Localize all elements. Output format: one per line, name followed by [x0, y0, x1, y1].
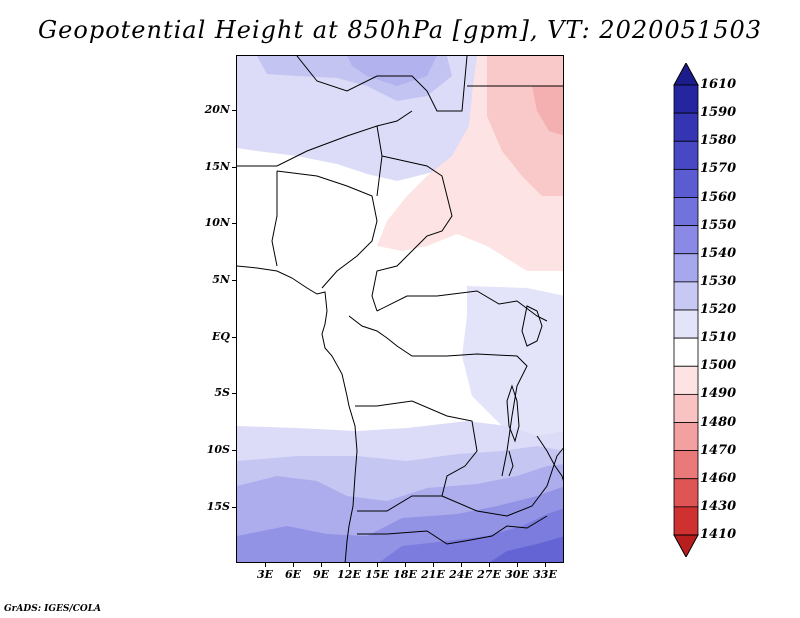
colorbar-label: 1480 [700, 414, 737, 430]
x-axis-label: 3E [256, 568, 274, 581]
y-axis-tick [232, 507, 236, 508]
software-credit: GrADS: IGES/COLA [4, 604, 102, 614]
x-axis-tick [349, 563, 350, 567]
coastlines-and-borders [237, 56, 563, 562]
colorbar-swatch [673, 225, 699, 255]
colorbar-label: 1500 [700, 358, 737, 374]
border-south [357, 515, 548, 545]
x-axis-tick [293, 563, 294, 567]
coastline-east [536, 435, 563, 482]
colorbar-swatch [673, 140, 699, 170]
y-axis-label: EQ [212, 330, 230, 343]
border-chad [371, 125, 453, 312]
border-zambia [441, 447, 563, 517]
y-axis-tick [232, 280, 236, 281]
colorbar-label: 1610 [700, 77, 737, 92]
border-north [296, 56, 468, 112]
border-nigeria [271, 170, 378, 289]
great-lakes-outline [506, 305, 543, 477]
x-axis-tick [489, 563, 490, 567]
y-axis-label: 15N [204, 160, 230, 173]
x-axis-tick [321, 563, 322, 567]
colorbar-label: 1410 [700, 527, 737, 542]
x-axis-label: 9E [312, 568, 330, 581]
x-axis-label: 30E [505, 568, 529, 581]
y-axis-label: 10S [206, 443, 230, 456]
y-axis-tick [232, 110, 236, 111]
border-drc [348, 315, 528, 477]
colorbar-swatches [673, 61, 699, 559]
y-axis-label: 10N [204, 216, 230, 229]
colorbar-swatch [673, 365, 699, 395]
colorbar-swatch [673, 478, 699, 508]
y-axis-label: 5S [214, 386, 230, 399]
x-axis-tick [461, 563, 462, 567]
x-axis-label: 15E [365, 568, 389, 581]
x-axis-label: 18E [393, 568, 417, 581]
border-car [376, 290, 548, 322]
colorbar-label: 1530 [700, 273, 737, 289]
colorbar-bottom-triangle [673, 534, 699, 559]
colorbar-label: 1560 [700, 189, 737, 205]
colorbar-swatch [673, 422, 699, 452]
map-plot-area [236, 55, 564, 563]
colorbar-swatch [673, 168, 699, 198]
x-axis-tick [433, 563, 434, 567]
y-axis-tick [232, 337, 236, 338]
map-canvas [237, 56, 563, 562]
colorbar-swatch [673, 337, 699, 367]
colorbar-label: 1490 [700, 386, 737, 402]
colorbar-label: 1540 [700, 245, 737, 261]
colorbar-top-triangle [673, 61, 699, 86]
x-axis-label: 12E [337, 568, 361, 581]
x-axis-label: 6E [284, 568, 302, 581]
colorbar-swatch [673, 309, 699, 339]
x-axis-tick [377, 563, 378, 567]
y-axis-tick [232, 167, 236, 168]
colorbar-swatch [673, 197, 699, 227]
colorbar-label: 1460 [700, 470, 737, 486]
y-axis-label: 15S [206, 500, 230, 513]
y-axis-tick [232, 223, 236, 224]
contour-fill-northeast-1480 [532, 86, 563, 136]
x-axis-tick [405, 563, 406, 567]
colorbar-label: 1430 [700, 498, 737, 514]
border-sahel [237, 110, 413, 167]
coastline-west-africa [237, 265, 358, 562]
colorbar-label: 1570 [700, 161, 737, 177]
colorbar-swatch [673, 281, 699, 311]
colorbar-swatch [673, 506, 699, 536]
chart-title: Geopotential Height at 850hPa [gpm], VT:… [38, 16, 762, 44]
colorbar-label: 1550 [700, 217, 737, 233]
contour-fill-east-1520 [462, 286, 563, 436]
colorbar: 1610 1590 1580 1570 1560 1550 1540 1530 1520 1510… [672, 61, 772, 559]
x-axis-label: 27E [477, 568, 501, 581]
y-axis-tick [232, 393, 236, 394]
colorbar-swatch [673, 393, 699, 423]
colorbar-swatch [673, 450, 699, 480]
x-axis-label: 24E [449, 568, 473, 581]
y-axis-tick [232, 450, 236, 451]
x-axis-tick [517, 563, 518, 567]
colorbar-swatch [673, 84, 699, 114]
colorbar-label: 1590 [700, 105, 737, 121]
colorbar-swatch [673, 253, 699, 283]
colorbar-label: 1520 [700, 302, 737, 317]
x-axis-tick [545, 563, 546, 567]
contour-fill-south-1570 [490, 536, 563, 562]
y-axis-label: 5N [212, 273, 230, 286]
border-angola [355, 400, 478, 512]
y-axis-label: 20N [204, 103, 230, 116]
colorbar-label: 1510 [700, 330, 737, 346]
x-axis-label: 21E [421, 568, 445, 581]
colorbar-label: 1470 [700, 442, 737, 458]
x-axis-tick [265, 563, 266, 567]
x-axis-label: 33E [533, 568, 557, 581]
colorbar-label: 1580 [700, 133, 737, 149]
colorbar-swatch [673, 112, 699, 142]
